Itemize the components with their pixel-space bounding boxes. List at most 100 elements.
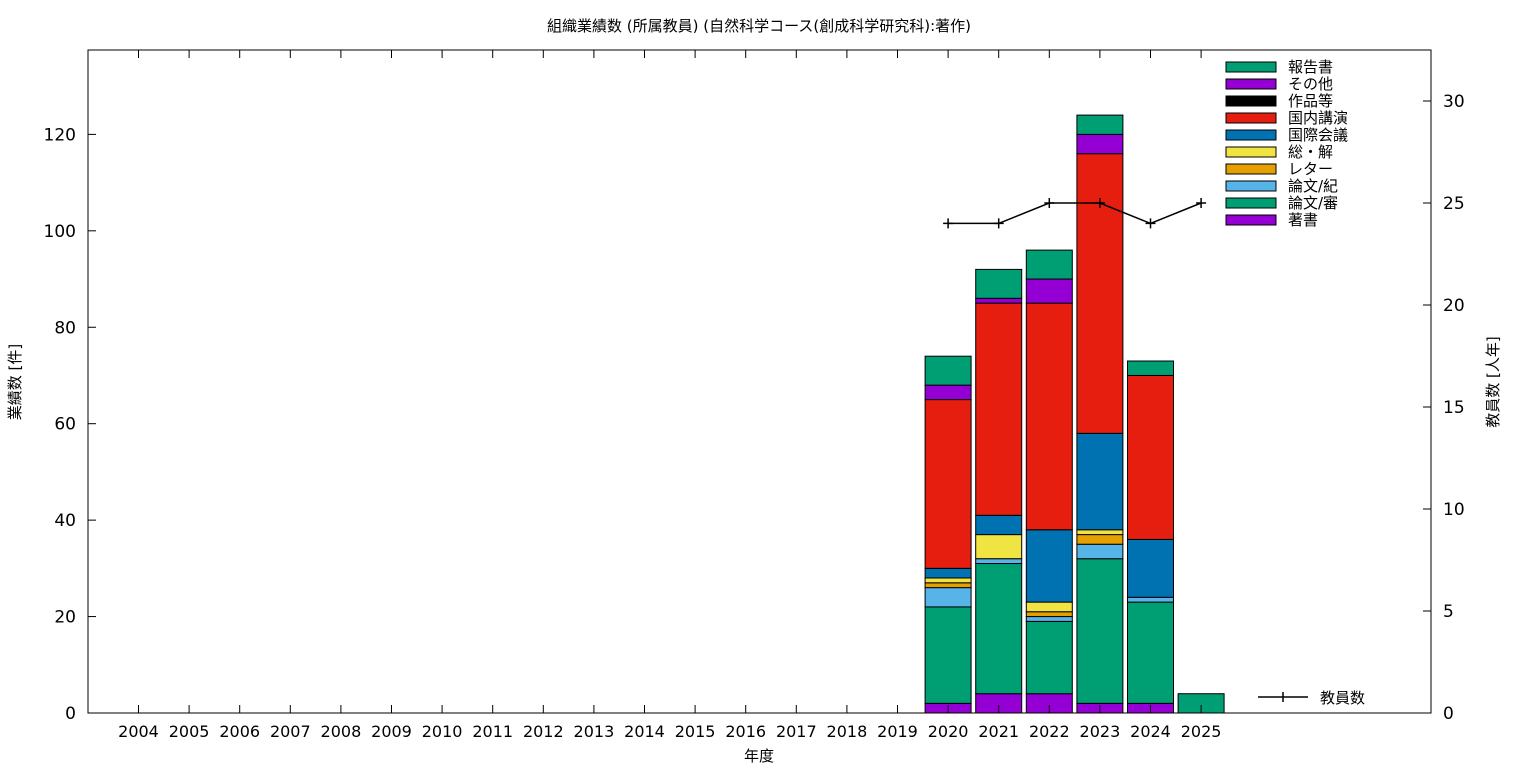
staff-count-point (1145, 218, 1156, 229)
staff-count-point (993, 218, 1004, 229)
y2-tick-label: 5 (1443, 602, 1454, 622)
bar-segment-2021-2 (975, 558, 1023, 565)
legend-swatch (1225, 180, 1277, 192)
bar-segment-2024-6 (1127, 374, 1174, 540)
bar-segment-2022-3 (1025, 611, 1073, 618)
legend-label: 国際会議 (1288, 126, 1348, 144)
staff-count-point (1196, 198, 1207, 208)
staff-count-line (948, 202, 1202, 225)
legend-label: 報告書 (1288, 58, 1333, 76)
bar-segment-2023-3 (1076, 534, 1124, 545)
x-tick-label: 2024 (1130, 722, 1171, 741)
bar-segment-2024-2 (1127, 596, 1174, 603)
bar-segment-2022-1 (1025, 620, 1073, 695)
bar-segment-2020-2 (924, 587, 972, 608)
bar-segment-2023-2 (1076, 543, 1124, 560)
bar-segment-2022-9 (1025, 249, 1073, 280)
legend-label: 論文/紀 (1288, 177, 1338, 195)
x-tick-label: 2021 (978, 722, 1019, 741)
y2-tick-label: 25 (1443, 194, 1465, 214)
y2-tick-label: 30 (1443, 92, 1465, 112)
bar-segment-2023-1 (1076, 558, 1124, 704)
y-axis-label: 業績数 [件] (6, 344, 24, 420)
staff-line-layer (943, 198, 1207, 229)
x-tick-label: 2012 (523, 722, 564, 741)
bar-segment-2020-3 (924, 582, 972, 589)
bar-segment-2020-9 (924, 355, 972, 386)
legend-label: 国内講演 (1288, 109, 1348, 127)
legend-label: 総・解 (1288, 143, 1333, 161)
bar-segment-2023-8 (1076, 133, 1124, 155)
x-tick-label: 2006 (219, 722, 260, 741)
bar-segment-2021-4 (975, 534, 1023, 560)
x-tick-label: 2010 (422, 722, 463, 741)
y-tick-label: 80 (54, 318, 76, 338)
bar-segment-2020-8 (924, 384, 972, 401)
x-tick-label: 2016 (725, 722, 766, 741)
x-axis-label: 年度 (744, 747, 774, 765)
bar-segment-2021-8 (975, 297, 1023, 304)
bar-layer (924, 114, 1225, 714)
x-tick-label: 2018 (827, 722, 868, 741)
bar-segment-2021-9 (975, 268, 1023, 299)
legend-swatch (1225, 78, 1277, 90)
bar-segment-2020-6 (924, 399, 972, 569)
y-tick-label: 20 (54, 608, 76, 628)
bar-segment-2022-2 (1025, 616, 1073, 622)
x-tick-label: 2022 (1029, 722, 1070, 741)
y-tick-label: 0 (65, 704, 76, 724)
x-tick-label: 2017 (776, 722, 817, 741)
x-tick-label: 2014 (624, 722, 665, 741)
y2-tick-label: 10 (1443, 500, 1465, 520)
x-tick-label: 2013 (574, 722, 615, 741)
legend-label: 作品等 (1288, 92, 1333, 110)
bar-segment-2022-6 (1025, 302, 1073, 531)
y2-tick-label: 0 (1443, 704, 1454, 724)
bar-segment-2020-4 (924, 577, 972, 584)
y2-tick-label: 15 (1443, 398, 1465, 418)
y-tick-label: 120 (44, 125, 76, 145)
x-tick-label: 2025 (1181, 722, 1222, 741)
x-tick-label: 2019 (877, 722, 918, 741)
x-tick-label: 2005 (169, 722, 210, 741)
legend-label: 論文/審 (1288, 194, 1338, 212)
bar-segment-2024-1 (1127, 601, 1174, 704)
bar-segment-2021-1 (975, 563, 1023, 695)
bar-segment-2021-5 (975, 514, 1023, 536)
staff-count-point (1044, 198, 1055, 208)
y-tick-label: 40 (54, 511, 76, 531)
bar-segment-2022-4 (1025, 601, 1073, 613)
plot-frame (87, 49, 1432, 714)
legend-label: レター (1288, 160, 1333, 178)
legend-line-label: 教員数 (1320, 689, 1365, 707)
bar-segment-2021-6 (975, 302, 1023, 516)
bar-segment-2023-9 (1076, 114, 1124, 135)
legend-swatch (1225, 197, 1277, 209)
legend-swatch (1225, 214, 1277, 226)
bar-segment-2022-8 (1025, 278, 1073, 304)
y2-tick-label: 20 (1443, 296, 1465, 316)
staff-count-point (943, 218, 954, 229)
legend-swatch (1225, 163, 1277, 175)
x-tick-label: 2007 (270, 722, 311, 741)
x-tick-label: 2004 (118, 722, 159, 741)
x-tick-label: 2023 (1080, 722, 1121, 741)
bar-segment-2023-4 (1076, 529, 1124, 536)
legend-swatch (1225, 61, 1277, 73)
bar-segment-2023-6 (1076, 153, 1124, 434)
x-tick-label: 2009 (371, 722, 412, 741)
bar-segment-2020-1 (924, 606, 972, 704)
staff-count-point (1094, 198, 1105, 208)
x-tick-label: 2008 (321, 722, 362, 741)
x-tick-label: 2015 (675, 722, 716, 741)
bar-segment-2022-5 (1025, 529, 1073, 603)
y-tick-label: 60 (54, 415, 76, 435)
legend-label: その他 (1288, 75, 1333, 93)
x-tick-label: 2020 (928, 722, 969, 741)
legend-swatch (1225, 129, 1277, 141)
bar-segment-2020-5 (924, 567, 972, 579)
